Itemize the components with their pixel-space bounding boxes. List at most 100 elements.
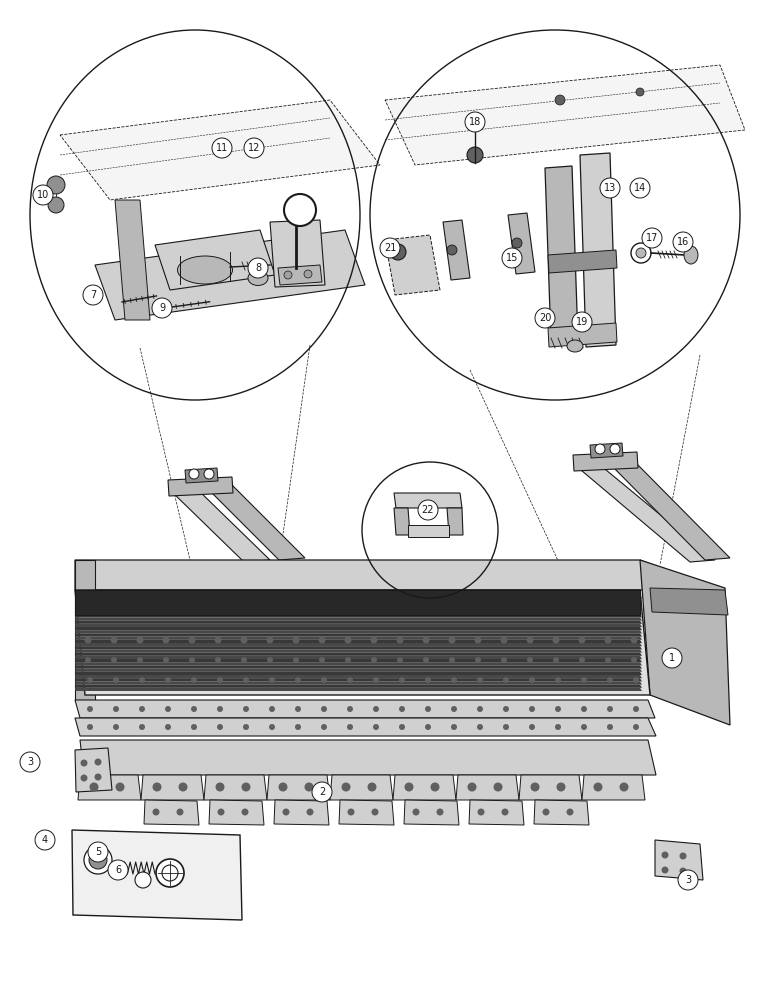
Text: 8: 8 <box>255 263 261 273</box>
Polygon shape <box>508 213 535 274</box>
Circle shape <box>502 808 509 816</box>
Polygon shape <box>75 640 642 643</box>
Text: 4: 4 <box>42 835 48 845</box>
Circle shape <box>631 657 637 663</box>
Polygon shape <box>75 688 642 691</box>
Polygon shape <box>274 800 329 825</box>
Circle shape <box>94 774 101 780</box>
Circle shape <box>631 243 651 263</box>
Polygon shape <box>75 637 642 640</box>
Polygon shape <box>75 595 642 598</box>
Circle shape <box>579 657 585 663</box>
Circle shape <box>678 870 698 890</box>
Circle shape <box>153 782 161 792</box>
Polygon shape <box>267 775 330 800</box>
Circle shape <box>425 677 431 683</box>
Circle shape <box>451 706 457 712</box>
Circle shape <box>535 308 555 328</box>
Polygon shape <box>209 800 264 825</box>
Text: 9: 9 <box>159 303 165 313</box>
Circle shape <box>266 637 273 644</box>
Circle shape <box>555 95 565 105</box>
Circle shape <box>295 706 301 712</box>
Polygon shape <box>443 220 470 280</box>
Circle shape <box>604 637 611 644</box>
Circle shape <box>581 706 587 712</box>
Circle shape <box>312 782 332 802</box>
Circle shape <box>418 500 438 520</box>
Polygon shape <box>185 468 218 483</box>
Circle shape <box>80 760 87 766</box>
Circle shape <box>204 469 214 479</box>
Polygon shape <box>385 65 745 165</box>
Circle shape <box>607 724 613 730</box>
Circle shape <box>557 782 566 792</box>
Circle shape <box>422 637 429 644</box>
Circle shape <box>512 238 522 248</box>
Text: 2: 2 <box>319 787 325 797</box>
Circle shape <box>581 724 587 730</box>
Circle shape <box>447 245 457 255</box>
Circle shape <box>530 782 540 792</box>
Circle shape <box>662 852 669 858</box>
Polygon shape <box>75 669 642 672</box>
Circle shape <box>662 648 682 668</box>
Circle shape <box>347 677 353 683</box>
Circle shape <box>451 724 457 730</box>
Circle shape <box>241 637 248 644</box>
Circle shape <box>139 677 145 683</box>
Polygon shape <box>204 483 305 560</box>
Circle shape <box>188 637 195 644</box>
Circle shape <box>165 724 171 730</box>
Circle shape <box>244 138 264 158</box>
Polygon shape <box>75 685 642 688</box>
Polygon shape <box>75 665 642 669</box>
Polygon shape <box>75 643 642 646</box>
Circle shape <box>371 657 377 663</box>
Circle shape <box>319 657 325 663</box>
Circle shape <box>475 657 481 663</box>
Circle shape <box>191 724 197 730</box>
Circle shape <box>595 444 605 454</box>
Polygon shape <box>75 605 642 608</box>
Circle shape <box>527 637 533 644</box>
Text: 22: 22 <box>422 505 434 515</box>
Polygon shape <box>534 800 589 825</box>
Polygon shape <box>75 614 642 617</box>
Circle shape <box>241 657 247 663</box>
Polygon shape <box>75 672 642 675</box>
Circle shape <box>110 637 117 644</box>
Circle shape <box>607 706 613 712</box>
Polygon shape <box>75 646 642 649</box>
Circle shape <box>633 706 639 712</box>
Polygon shape <box>548 250 617 273</box>
Circle shape <box>135 872 151 888</box>
Circle shape <box>137 657 143 663</box>
Polygon shape <box>78 775 141 800</box>
Circle shape <box>605 657 611 663</box>
Circle shape <box>218 808 225 816</box>
Circle shape <box>412 808 419 816</box>
Circle shape <box>341 782 350 792</box>
Polygon shape <box>75 653 642 656</box>
Circle shape <box>493 782 503 792</box>
Polygon shape <box>204 775 267 800</box>
Circle shape <box>367 782 377 792</box>
Text: 3: 3 <box>27 757 33 767</box>
Circle shape <box>48 197 64 213</box>
Circle shape <box>189 657 195 663</box>
Circle shape <box>347 724 353 730</box>
Text: 15: 15 <box>506 253 518 263</box>
Polygon shape <box>408 525 449 537</box>
Circle shape <box>162 865 178 881</box>
Circle shape <box>212 138 232 158</box>
Circle shape <box>283 808 290 816</box>
Circle shape <box>371 637 378 644</box>
Polygon shape <box>270 220 325 287</box>
Polygon shape <box>75 608 642 611</box>
Circle shape <box>47 176 65 194</box>
Circle shape <box>80 774 87 782</box>
Text: 14: 14 <box>634 183 646 193</box>
Circle shape <box>242 808 249 816</box>
Polygon shape <box>75 662 642 665</box>
